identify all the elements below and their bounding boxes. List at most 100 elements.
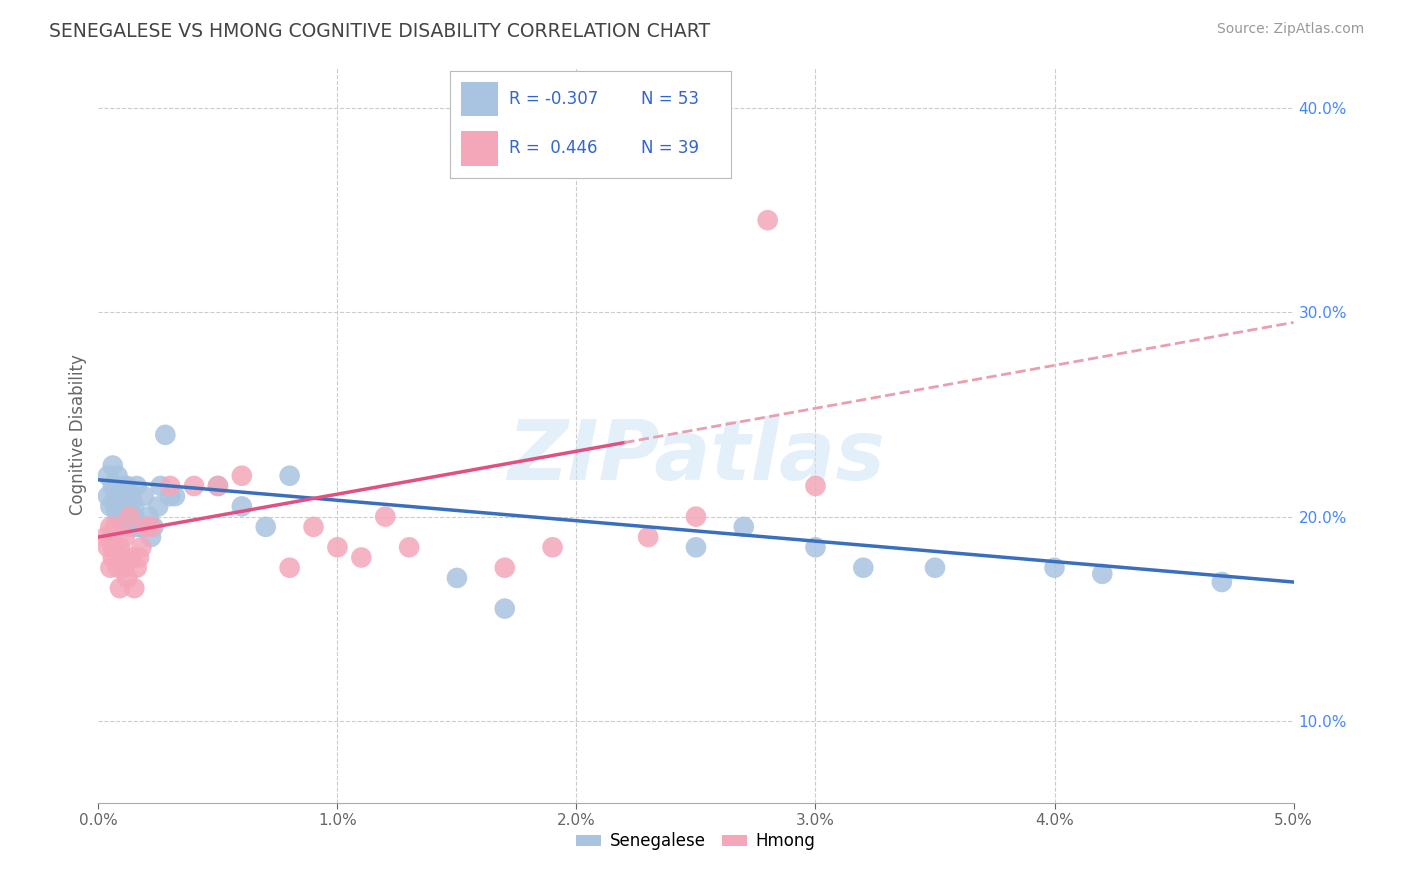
Text: ZIPatlas: ZIPatlas: [508, 417, 884, 498]
Text: SENEGALESE VS HMONG COGNITIVE DISABILITY CORRELATION CHART: SENEGALESE VS HMONG COGNITIVE DISABILITY…: [49, 22, 710, 41]
Point: [107, 509, 129, 524]
Point: [541, 541, 564, 555]
Point: [125, 479, 148, 493]
Point: [104, 520, 127, 534]
Point: [114, 479, 136, 493]
Point: [350, 550, 373, 565]
Point: [139, 520, 162, 534]
Point: [124, 500, 146, 514]
Point: [115, 571, 138, 585]
Point: [111, 509, 134, 524]
Bar: [461, 131, 498, 166]
Point: [107, 560, 129, 574]
Point: [107, 479, 129, 493]
Point: [108, 489, 131, 503]
Point: [148, 500, 170, 514]
Point: [114, 530, 136, 544]
Point: [398, 541, 420, 555]
Point: [111, 493, 134, 508]
Point: [155, 428, 177, 442]
Point: [111, 550, 134, 565]
Text: Source: ZipAtlas.com: Source: ZipAtlas.com: [1216, 22, 1364, 37]
Point: [104, 541, 127, 555]
Point: [183, 479, 205, 493]
Point: [128, 520, 150, 534]
Point: [756, 213, 779, 227]
Point: [121, 520, 143, 534]
Point: [278, 468, 301, 483]
Point: [121, 489, 143, 503]
Point: [108, 541, 131, 555]
Text: R = -0.307: R = -0.307: [509, 90, 598, 108]
Point: [149, 479, 172, 493]
Point: [101, 550, 124, 565]
Point: [121, 550, 143, 565]
Point: [125, 560, 148, 574]
Legend: Senegalese, Hmong: Senegalese, Hmong: [569, 826, 823, 857]
Point: [97, 489, 120, 503]
Text: R =  0.446: R = 0.446: [509, 139, 598, 157]
Point: [131, 541, 153, 555]
Point: [494, 601, 516, 615]
Point: [637, 530, 659, 544]
Point: [138, 509, 160, 524]
Point: [104, 500, 127, 514]
Point: [107, 468, 129, 483]
Point: [159, 489, 181, 503]
Point: [115, 489, 138, 503]
Point: [101, 541, 124, 555]
Point: [135, 520, 157, 534]
Point: [108, 581, 131, 595]
Point: [98, 520, 122, 534]
Point: [685, 541, 707, 555]
Point: [97, 541, 120, 555]
Point: [374, 509, 396, 524]
Point: [131, 520, 153, 534]
Point: [118, 500, 141, 514]
Point: [124, 509, 146, 524]
Point: [231, 468, 253, 483]
Point: [125, 520, 148, 534]
Point: [733, 520, 755, 534]
Point: [97, 468, 120, 483]
Point: [94, 530, 117, 544]
Point: [207, 479, 229, 493]
Point: [115, 520, 138, 534]
Point: [494, 560, 516, 574]
Point: [132, 489, 155, 503]
Point: [685, 509, 707, 524]
Point: [104, 489, 127, 503]
Text: N = 39: N = 39: [641, 139, 699, 157]
Text: N = 53: N = 53: [641, 90, 699, 108]
Point: [114, 560, 136, 574]
Point: [108, 500, 131, 514]
Point: [302, 520, 325, 534]
Point: [804, 479, 827, 493]
Point: [115, 479, 138, 493]
Point: [101, 458, 124, 473]
Point: [114, 500, 136, 514]
Point: [1211, 575, 1233, 590]
Point: [163, 489, 186, 503]
Bar: [461, 82, 498, 116]
Point: [159, 479, 181, 493]
Point: [231, 500, 253, 514]
Point: [139, 530, 162, 544]
Point: [924, 560, 946, 574]
Point: [124, 581, 146, 595]
Point: [135, 520, 157, 534]
Point: [207, 479, 229, 493]
Point: [118, 509, 141, 524]
Point: [278, 560, 301, 574]
Point: [101, 479, 124, 493]
Point: [1091, 566, 1114, 581]
Point: [98, 560, 122, 574]
Y-axis label: Cognitive Disability: Cognitive Disability: [69, 354, 87, 516]
Point: [98, 500, 122, 514]
Point: [128, 550, 150, 565]
Point: [118, 509, 141, 524]
Point: [326, 541, 349, 555]
Point: [446, 571, 468, 585]
Point: [852, 560, 875, 574]
Point: [1043, 560, 1066, 574]
